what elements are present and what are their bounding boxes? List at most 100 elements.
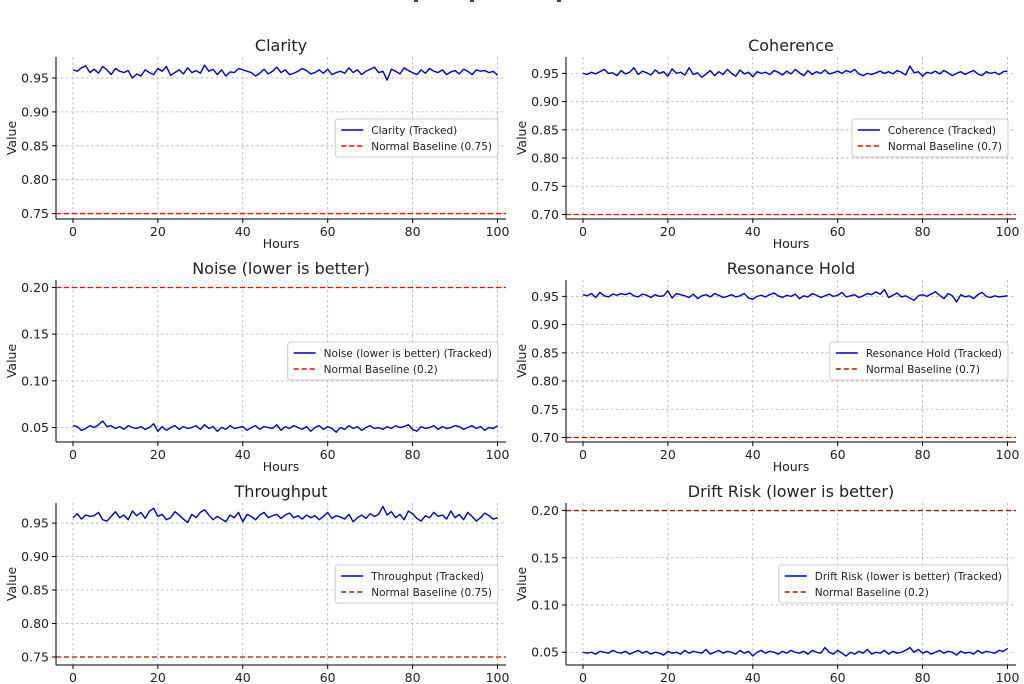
y-tick-label: 0.90 (21, 104, 49, 119)
legend-box (778, 564, 1009, 604)
legend: Noise (lower is better) (Tracked) Normal … (287, 341, 499, 381)
y-tick-label: 0.80 (21, 616, 49, 631)
x-axis-label: Hours (263, 236, 300, 251)
x-tick-label: 60 (830, 447, 846, 462)
y-tick-label: 0.85 (531, 345, 559, 360)
x-tick-label: 40 (745, 670, 761, 684)
x-tick-label: 80 (405, 447, 421, 462)
y-tick-label: 0.80 (531, 374, 559, 389)
subplot-title: Drift Risk (lower is better) (688, 482, 894, 501)
legend-box (829, 341, 1009, 381)
x-tick-label: 20 (660, 670, 676, 684)
x-axis-label: Hours (773, 459, 810, 474)
series-line (582, 646, 1008, 657)
y-axis-label: Value (4, 567, 19, 602)
x-tick-label: 20 (150, 224, 166, 239)
subplot-title: Coherence (748, 36, 834, 55)
x-tick-label: 20 (660, 224, 676, 239)
legend: Clarity (Tracked) Normal Baseline (0.75) (334, 118, 499, 158)
y-tick-label: 0.75 (531, 402, 559, 417)
y-tick-label: 0.20 (531, 503, 559, 518)
legend-label: Coherence (Tracked) (888, 125, 996, 137)
legend: Drift Risk (lower is better) (Tracked) No… (778, 564, 1009, 604)
x-tick-label: 100 (486, 224, 510, 239)
series-line (72, 420, 498, 433)
legend-label: Normal Baseline (0.2) (815, 587, 929, 599)
x-tick-label: 20 (660, 447, 676, 462)
x-tick-label: 60 (320, 670, 336, 684)
subplot-1: 0 20 40 60 80 100 0.75 0.80 0.85 0.90 0.95 Clarity H… (4, 36, 509, 251)
y-axis-label: Value (514, 567, 529, 602)
y-tick-label: 0.80 (21, 172, 49, 187)
subplot-4: 0 20 40 60 80 100 0.70 0.75 0.80 0.85 0.90 0.95 Reso… (514, 259, 1019, 474)
x-axis-label: Hours (773, 236, 810, 251)
x-tick-label: 60 (320, 224, 336, 239)
legend-box (334, 564, 499, 604)
x-tick-label: 100 (996, 224, 1020, 239)
x-tick-label: 100 (996, 447, 1020, 462)
y-tick-label: 0.80 (531, 151, 559, 166)
x-tick-label: 0 (579, 224, 587, 239)
x-tick-label: 40 (745, 224, 761, 239)
y-axis-label: Value (514, 344, 529, 379)
y-tick-label: 0.75 (531, 179, 559, 194)
x-tick-label: 40 (235, 670, 251, 684)
y-tick-label: 0.95 (531, 66, 559, 81)
x-tick-label: 80 (405, 224, 421, 239)
y-tick-label: 0.75 (21, 206, 49, 221)
legend-box (851, 118, 1009, 158)
legend-label: Normal Baseline (0.75) (371, 587, 492, 599)
grid-lines (56, 503, 506, 665)
x-tick-label: 80 (915, 447, 931, 462)
legend-label: Normal Baseline (0.7) (888, 141, 1002, 153)
y-tick-label: 0.90 (531, 94, 559, 109)
y-tick-label: 0.85 (21, 583, 49, 598)
x-tick-label: 100 (996, 670, 1020, 684)
subplot-2: 0 20 40 60 80 100 0.70 0.75 0.80 0.85 0.90 0.95 Cohe… (514, 36, 1019, 251)
y-tick-label: 0.85 (531, 122, 559, 137)
legend-label: Normal Baseline (0.7) (866, 364, 980, 376)
y-tick-label: 0.15 (21, 327, 49, 342)
x-tick-label: 0 (579, 447, 587, 462)
y-tick-label: 0.10 (531, 598, 559, 613)
x-tick-label: 20 (150, 447, 166, 462)
legend: Coherence (Tracked) Normal Baseline (0.7) (851, 118, 1009, 158)
legend-label: Resonance Hold (Tracked) (866, 348, 1002, 360)
subplot-3: 0 20 40 60 80 100 0.05 0.10 0.15 0.20 Noise (lower… (4, 259, 509, 474)
x-tick-label: 80 (915, 670, 931, 684)
x-tick-label: 40 (235, 224, 251, 239)
y-tick-label: 0.95 (21, 71, 49, 86)
x-tick-label: 0 (69, 224, 77, 239)
subplot-title: Clarity (255, 36, 307, 55)
y-tick-label: 0.95 (21, 516, 49, 531)
legend-label: Normal Baseline (0.2) (324, 364, 438, 376)
figure-top-clipped-fragment (414, 0, 561, 2)
y-tick-label: 0.95 (531, 289, 559, 304)
y-tick-label: 0.70 (531, 207, 559, 222)
y-tick-label: 0.90 (21, 549, 49, 564)
legend-box (287, 341, 499, 381)
subplot-title: Throughput (234, 482, 328, 501)
x-tick-label: 60 (320, 447, 336, 462)
x-tick-label: 100 (486, 447, 510, 462)
legend-label: Noise (lower is better) (Tracked) (324, 348, 492, 360)
subplot-6: 0 20 40 60 80 100 0.05 0.10 0.15 0.20 Drift Risk (… (514, 482, 1019, 684)
y-tick-label: 0.10 (21, 373, 49, 388)
x-tick-label: 20 (150, 670, 166, 684)
series-line (72, 505, 498, 524)
legend-label: Normal Baseline (0.75) (371, 141, 492, 153)
y-tick-label: 0.70 (531, 430, 559, 445)
y-tick-label: 0.75 (21, 649, 49, 664)
y-axis-label: Value (4, 121, 19, 156)
x-tick-label: 80 (915, 224, 931, 239)
y-tick-label: 0.05 (21, 420, 49, 435)
x-tick-label: 100 (486, 670, 510, 684)
legend-box (334, 118, 499, 158)
legend-label: Clarity (Tracked) (371, 125, 457, 137)
legend-label: Throughput (Tracked) (370, 571, 484, 583)
subplot-title: Resonance Hold (727, 259, 856, 278)
legend: Resonance Hold (Tracked) Normal Baseline … (829, 341, 1009, 381)
legend-label: Drift Risk (lower is better) (Tracked) (815, 571, 1002, 583)
x-tick-label: 40 (235, 447, 251, 462)
series-line (582, 288, 1008, 303)
